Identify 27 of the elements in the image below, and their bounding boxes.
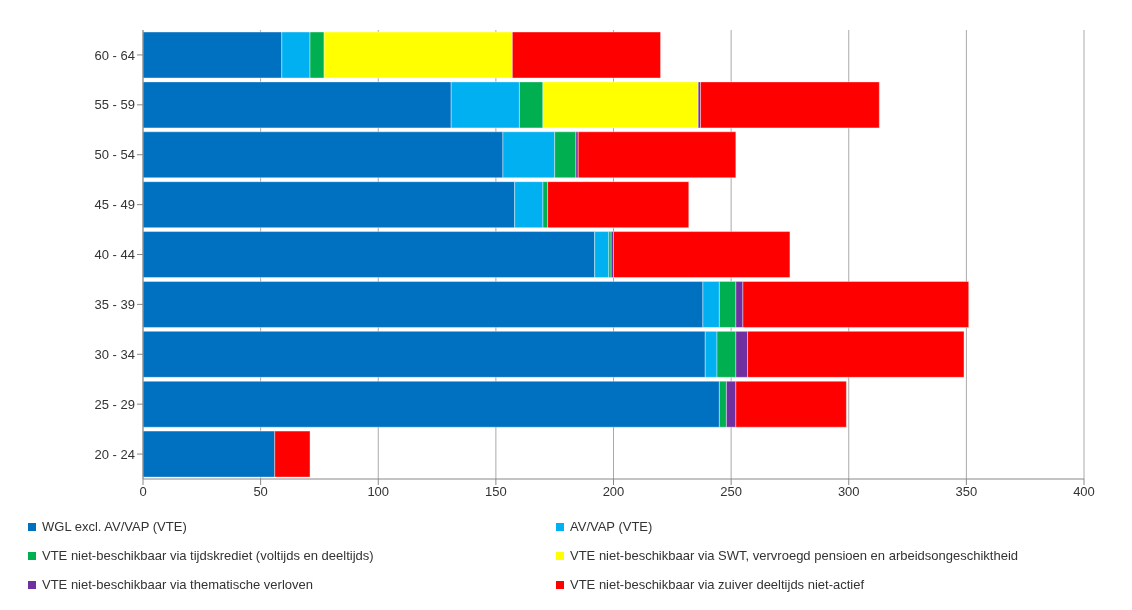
y-tick-label: 30 - 34: [94, 346, 135, 362]
y-tick-label: 25 - 29: [94, 396, 135, 412]
y-tick-label: 60 - 64: [94, 47, 135, 63]
legend-label: VTE niet-beschikbaar via SWT, vervroegd pensioen en arbeidsongeschiktheid: [570, 548, 1019, 563]
bar: [578, 131, 737, 178]
x-tick-label: 400: [1073, 484, 1095, 500]
x-tick-label: 100: [367, 484, 390, 500]
x-tick-label: 50: [253, 484, 268, 500]
y-tick-label: 20 - 24: [94, 446, 135, 462]
y-tick-label: 50 - 54: [94, 147, 135, 163]
legend-label: VTE niet-beschikbaar via tijdskrediet (voltijds en deeltijds): [42, 548, 374, 563]
x-tick-label: 250: [720, 484, 742, 500]
legend-label: WGL excl. AV/VAP (VTE): [42, 519, 187, 534]
x-tick-label: 300: [837, 484, 860, 500]
y-tick-label: 45 - 49: [94, 197, 135, 213]
legend-label: VTE niet-beschikbaar via zuiver deeltijds niet-actief: [570, 577, 865, 592]
x-tick-label: 350: [955, 484, 978, 500]
legend-label: VTE niet-beschikbaar via thematische verloven: [42, 577, 313, 592]
x-tick-label: 0: [139, 484, 147, 500]
y-tick-label: 40 - 44: [94, 247, 135, 263]
bar: [700, 81, 880, 129]
bar: [613, 231, 791, 278]
y-tick-label: 35 - 39: [94, 297, 135, 312]
x-tick-label: 150: [485, 484, 507, 500]
y-tick-label: 55 - 59: [94, 97, 135, 113]
legend-label: AV/VAP (VTE): [570, 519, 653, 534]
x-tick-label: 200: [602, 484, 625, 500]
